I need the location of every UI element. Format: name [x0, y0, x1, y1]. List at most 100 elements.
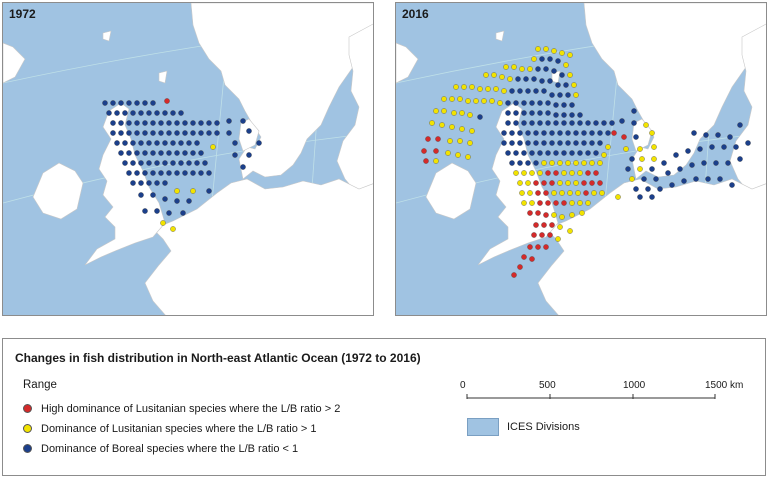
- sample-point: [501, 140, 507, 146]
- sample-point: [529, 200, 535, 206]
- sample-point: [543, 46, 549, 52]
- legend-item-label: Dominance of Boreal species where the L/…: [41, 443, 299, 455]
- sample-point: [703, 132, 709, 138]
- legend-range-heading: Range: [23, 379, 57, 391]
- sample-point: [589, 130, 595, 136]
- legend-item-label: Dominance of Lusitanian species where th…: [41, 423, 317, 435]
- sample-point: [555, 58, 561, 64]
- sample-point: [511, 272, 517, 278]
- sample-point: [533, 88, 539, 94]
- sample-point: [637, 166, 643, 172]
- sample-point: [529, 100, 535, 106]
- sample-point: [513, 150, 519, 156]
- sample-point: [521, 150, 527, 156]
- sample-point: [547, 56, 553, 62]
- scale-tick-label: 500: [539, 380, 556, 391]
- sample-point: [142, 130, 148, 136]
- sample-point: [256, 140, 262, 146]
- sample-point: [505, 100, 511, 106]
- sample-point: [122, 110, 128, 116]
- sample-point: [573, 180, 579, 186]
- sample-point: [166, 170, 172, 176]
- sample-point: [449, 124, 455, 130]
- sample-point: [186, 198, 192, 204]
- sample-point: [505, 110, 511, 116]
- sample-point: [513, 170, 519, 176]
- sample-point: [226, 118, 232, 124]
- sample-point: [509, 140, 515, 146]
- sample-point: [190, 150, 196, 156]
- sample-point: [737, 122, 743, 128]
- sample-point: [529, 256, 535, 262]
- sample-point: [581, 140, 587, 146]
- sample-point: [577, 112, 583, 118]
- sample-point: [521, 254, 527, 260]
- sample-point: [485, 86, 491, 92]
- sample-point: [146, 140, 152, 146]
- sample-point: [589, 180, 595, 186]
- sample-point: [138, 140, 144, 146]
- sample-point: [214, 120, 220, 126]
- sample-point: [154, 140, 160, 146]
- sample-point: [449, 96, 455, 102]
- sample-point: [653, 176, 659, 182]
- sample-point: [549, 140, 555, 146]
- sample-point: [549, 160, 555, 166]
- sample-point: [118, 100, 124, 106]
- sample-point: [521, 110, 527, 116]
- sample-point: [186, 140, 192, 146]
- sample-point: [457, 96, 463, 102]
- sample-point: [559, 50, 565, 56]
- sample-point: [150, 170, 156, 176]
- sample-point: [549, 130, 555, 136]
- sample-point: [433, 108, 439, 114]
- sample-point: [677, 166, 683, 172]
- sample-point: [631, 108, 637, 114]
- sample-point: [537, 170, 543, 176]
- sample-point: [605, 144, 611, 150]
- sample-point: [589, 140, 595, 146]
- sample-point: [146, 180, 152, 186]
- legend: Changes in fish distribution in North-ea…: [2, 338, 766, 476]
- sample-point: [591, 190, 597, 196]
- sample-point: [623, 146, 629, 152]
- sample-point: [182, 150, 188, 156]
- land-ireland: [425, 162, 477, 220]
- sample-point: [146, 110, 152, 116]
- sample-point: [521, 200, 527, 206]
- sample-point: [561, 200, 567, 206]
- sample-point: [150, 120, 156, 126]
- sample-point: [575, 190, 581, 196]
- sample-point: [134, 170, 140, 176]
- sample-point: [559, 72, 565, 78]
- sample-point: [158, 170, 164, 176]
- sample-point: [593, 150, 599, 156]
- sample-point: [533, 130, 539, 136]
- sample-point: [579, 210, 585, 216]
- legend-title: Changes in fish distribution in North-ea…: [15, 351, 421, 365]
- sample-point: [553, 112, 559, 118]
- sample-point: [433, 148, 439, 154]
- sample-point: [639, 156, 645, 162]
- sample-point: [553, 170, 559, 176]
- scale-bar-line: [466, 394, 716, 399]
- sample-point: [625, 166, 631, 172]
- land-iceland: [396, 42, 419, 84]
- sample-point: [529, 150, 535, 156]
- legend-item-high-lusitanian: High dominance of Lusitanian species whe…: [23, 403, 340, 415]
- sample-point: [545, 200, 551, 206]
- sample-point: [573, 130, 579, 136]
- sample-point: [166, 210, 172, 216]
- sample-point: [535, 66, 541, 72]
- sample-point: [545, 150, 551, 156]
- sample-point: [521, 100, 527, 106]
- sample-point: [517, 140, 523, 146]
- sample-point: [555, 82, 561, 88]
- sample-point: [150, 130, 156, 136]
- sample-point: [529, 120, 535, 126]
- sample-point: [513, 100, 519, 106]
- sample-point: [567, 52, 573, 58]
- land-europe: [537, 178, 766, 315]
- sample-point: [158, 130, 164, 136]
- sample-point: [529, 170, 535, 176]
